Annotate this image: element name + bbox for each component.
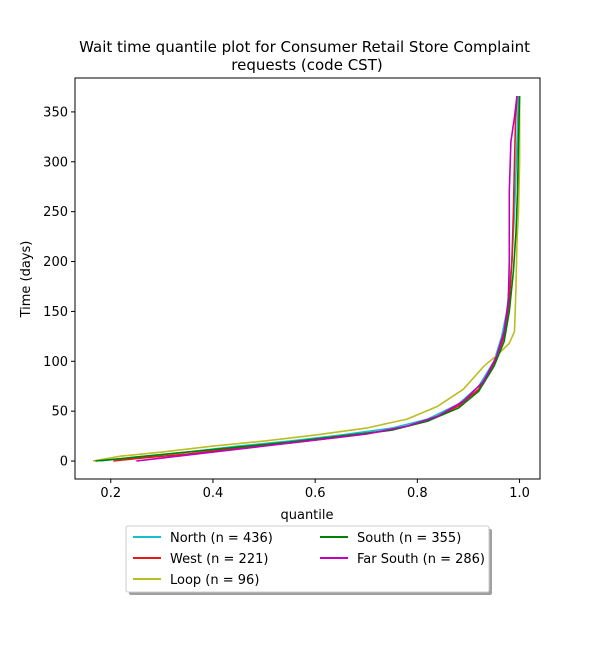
y-tick-label: 350 — [43, 105, 68, 120]
x-tick-label: 0.6 — [305, 486, 326, 501]
legend-label: South (n = 355) — [357, 531, 461, 546]
series-line-1 — [113, 95, 518, 462]
legend-box — [125, 525, 490, 593]
series-line-4 — [136, 95, 518, 462]
chart-title-line-1: Wait time quantile plot for Consumer Ret… — [79, 38, 530, 56]
legend-label: North (n = 436) — [170, 531, 273, 546]
series-line-3 — [95, 95, 521, 462]
x-tick-label: 0.2 — [100, 486, 121, 501]
chart-title-line-2: requests (code CST) — [231, 56, 382, 74]
x-tick-label: 0.4 — [203, 486, 224, 501]
plot-area: 0.2 0.4 0.6 0.8 1.0 0 50 100 150 200 250 300 350 — [43, 77, 541, 501]
legend: North (n = 436) West (n = 221) Loop (n = 9… — [125, 525, 492, 595]
chart-title: Wait time quantile plot for Consumer Ret… — [79, 38, 535, 74]
y-tick-label: 150 — [43, 305, 68, 320]
legend-label: Far South (n = 286) — [357, 552, 485, 567]
y-axis-label: Time (days) — [19, 241, 34, 319]
y-tick-label: 250 — [43, 205, 68, 220]
x-tick-label: 0.8 — [407, 486, 428, 501]
y-tick-label: 0 — [60, 455, 68, 470]
plot-frame — [74, 77, 541, 480]
y-tick-label: 100 — [43, 355, 68, 370]
legend-label: West (n = 221) — [170, 552, 268, 567]
series-line-2 — [92, 96, 521, 462]
y-tick-label: 50 — [51, 405, 68, 420]
y-tick-label: 200 — [43, 255, 68, 270]
legend-label: Loop (n = 96) — [170, 573, 259, 588]
x-axis-label: quantile — [280, 508, 333, 523]
x-tick-label: 1.0 — [509, 486, 530, 501]
y-tick-label: 300 — [43, 155, 68, 170]
